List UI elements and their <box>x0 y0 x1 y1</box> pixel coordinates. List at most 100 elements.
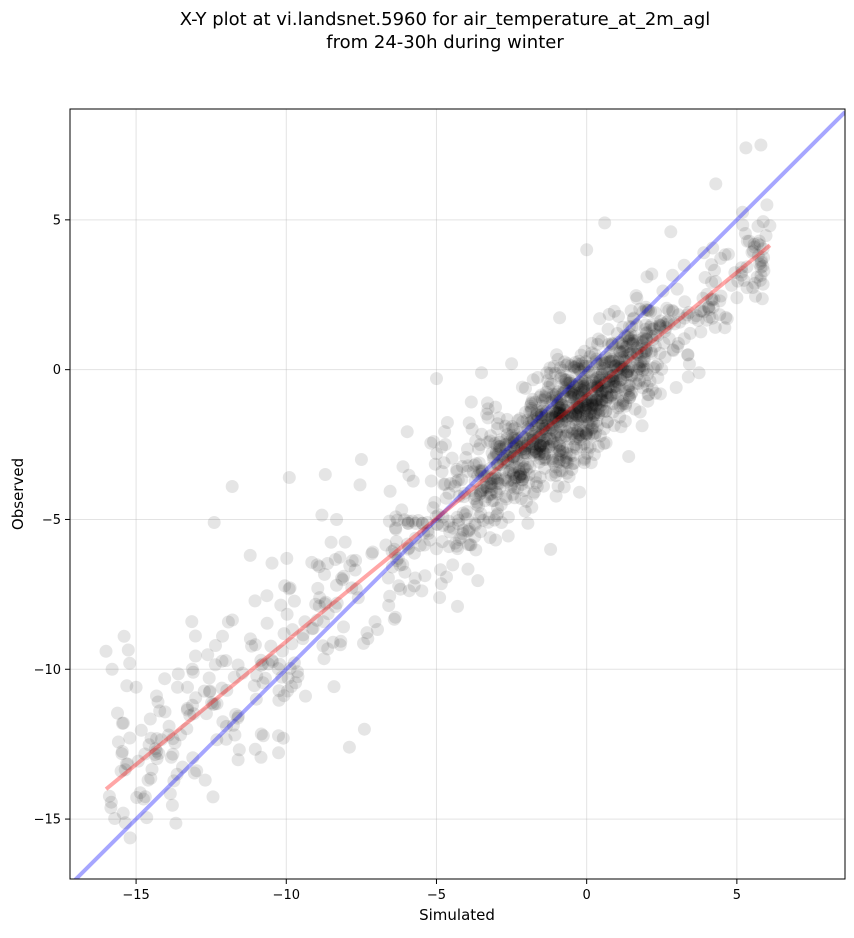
data-point <box>661 314 675 328</box>
data-point <box>536 399 550 413</box>
data-point <box>538 461 552 475</box>
data-point <box>600 390 614 404</box>
data-point <box>558 403 571 417</box>
data-point <box>592 373 606 387</box>
data-point <box>469 457 483 471</box>
data-point <box>306 621 320 635</box>
data-point <box>392 579 406 593</box>
data-point <box>604 354 617 368</box>
data-point <box>330 596 344 610</box>
data-point <box>342 740 356 754</box>
data-point <box>456 527 469 540</box>
data-point <box>519 381 532 395</box>
data-point <box>559 454 573 468</box>
data-point <box>514 467 528 481</box>
data-point <box>555 398 568 412</box>
data-point <box>542 423 556 437</box>
data-point <box>579 428 593 442</box>
data-point <box>602 376 616 390</box>
data-point <box>682 357 696 371</box>
data-point <box>401 542 415 556</box>
data-point <box>512 469 526 483</box>
data-point <box>481 435 495 449</box>
data-point <box>540 418 554 432</box>
data-point <box>571 424 584 437</box>
data-point <box>567 391 581 405</box>
data-point <box>539 419 553 433</box>
data-point <box>519 405 533 419</box>
data-point <box>186 751 200 765</box>
data-point <box>678 295 692 309</box>
data-point <box>258 671 272 685</box>
data-point <box>461 464 475 478</box>
data-point <box>514 468 528 482</box>
data-point <box>615 346 629 360</box>
data-point <box>291 670 305 684</box>
data-point <box>546 415 560 429</box>
data-point <box>718 248 732 262</box>
data-point <box>625 350 638 364</box>
data-point <box>653 387 667 401</box>
data-point <box>634 355 648 369</box>
data-point <box>573 375 587 389</box>
data-point <box>460 512 474 526</box>
data-point <box>280 551 294 565</box>
data-point <box>507 436 521 450</box>
data-point <box>602 373 616 387</box>
data-point <box>523 399 537 413</box>
data-point <box>480 476 494 490</box>
data-point <box>594 334 608 348</box>
data-point <box>254 653 268 667</box>
data-point <box>510 433 524 447</box>
data-point <box>609 375 623 389</box>
data-point <box>123 731 137 745</box>
data-point <box>586 416 600 430</box>
data-point <box>328 600 342 614</box>
data-point <box>565 384 579 398</box>
data-point <box>473 485 487 498</box>
data-point <box>574 365 588 379</box>
data-point <box>589 426 603 440</box>
data-point <box>590 378 604 392</box>
data-point <box>582 428 596 442</box>
data-point <box>535 417 549 431</box>
data-point <box>625 369 639 383</box>
data-point <box>591 382 605 396</box>
data-point <box>457 490 471 504</box>
data-point <box>435 465 449 479</box>
data-point <box>610 381 624 395</box>
data-point <box>330 578 343 592</box>
data-point <box>206 790 220 804</box>
data-point <box>120 679 134 693</box>
data-point <box>595 393 609 407</box>
data-point <box>351 591 365 605</box>
data-point <box>507 474 521 488</box>
data-point <box>546 452 559 466</box>
data-point <box>573 485 586 499</box>
data-point <box>580 409 594 423</box>
data-point <box>536 436 550 450</box>
data-point <box>260 616 274 630</box>
data-point <box>598 356 612 370</box>
data-point <box>630 364 644 377</box>
data-point <box>108 812 122 825</box>
data-point <box>607 368 621 382</box>
data-point <box>653 319 667 333</box>
data-point <box>318 597 332 611</box>
data-point <box>455 473 469 487</box>
data-point <box>576 374 590 388</box>
data-point <box>579 355 593 369</box>
data-point <box>538 447 552 461</box>
data-point <box>537 421 551 435</box>
data-point <box>526 437 540 451</box>
data-point <box>652 318 666 332</box>
data-point <box>694 304 708 318</box>
data-point <box>611 393 625 407</box>
data-point <box>595 392 609 406</box>
data-point <box>564 409 578 423</box>
data-point <box>584 414 598 428</box>
data-point <box>585 398 599 412</box>
data-point <box>499 471 513 485</box>
data-point <box>561 376 575 390</box>
data-point <box>513 470 526 484</box>
